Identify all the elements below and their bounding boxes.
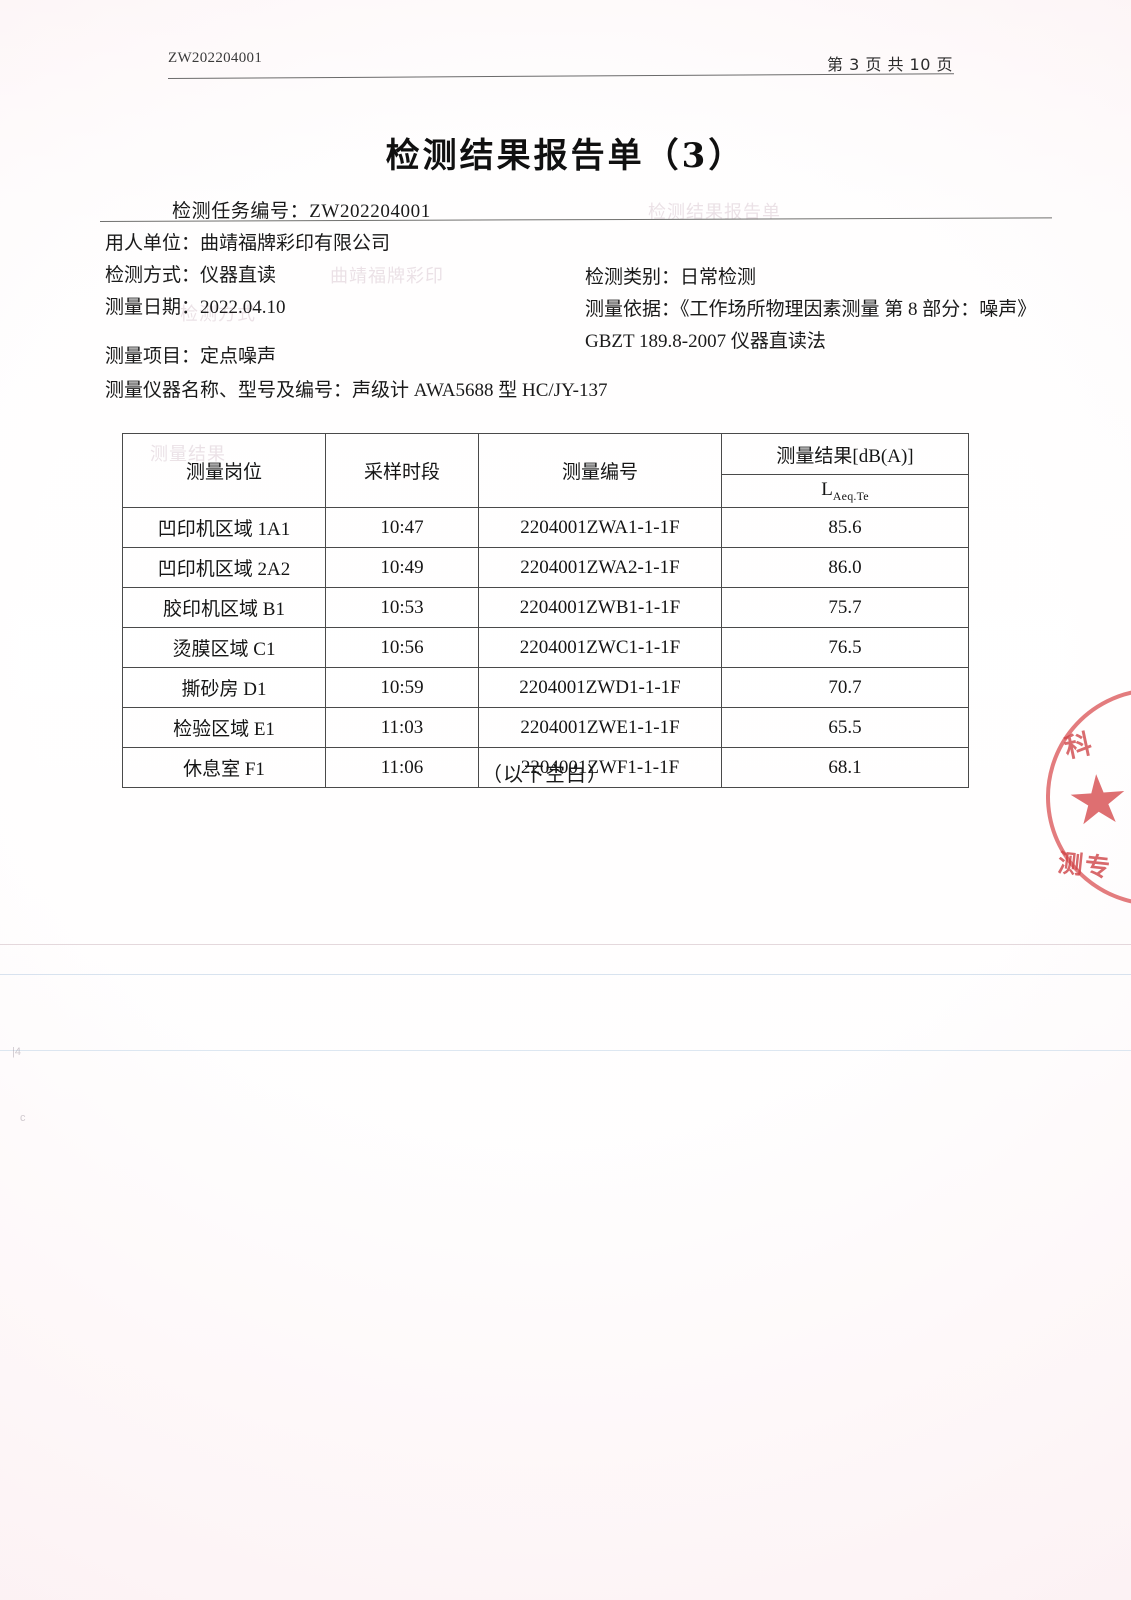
cell-position: 凹印机区域 1A1 (122, 507, 326, 548)
column-header-measurement-number: 测量编号 (478, 433, 722, 508)
column-subheader-laeqte: LAeq.Te (721, 474, 969, 508)
page-title: 检测结果报告单（3） (385, 136, 746, 176)
table-row: 检验区域 E1 11:03 2204001ZWE1-1-1F 65.5 (122, 707, 969, 748)
cell-sampling-time: 10:47 (325, 507, 479, 548)
column-header-position: 测量岗位 (122, 433, 326, 508)
star-icon (1068, 772, 1128, 830)
cell-measurement-number: 2204001ZWB1-1-1F (478, 587, 722, 628)
cell-position: 休息室 F1 (122, 747, 326, 788)
laeqte-symbol: LAeq.Te (821, 478, 869, 503)
table-row: 凹印机区域 2A2 10:49 2204001ZWA2-1-1F 86.0 (122, 547, 969, 588)
table-row: 休息室 F1 11:06 2204001ZWF1-1-1F 68.1 (122, 747, 969, 788)
laeqte-base: L (821, 478, 833, 500)
seal-top-text: 科 (1061, 728, 1097, 765)
cell-measurement-result: 76.5 (721, 627, 969, 668)
table-row: 烫膜区域 C1 10:56 2204001ZWC1-1-1F 76.5 (122, 627, 969, 668)
measurement-results-table: 测量岗位 采样时段 测量编号 测量结果[dB(A)] LAeq.Te 凹印机区域… (122, 433, 969, 788)
blank-below-note: （以下空白） (482, 764, 608, 786)
cell-measurement-result: 68.1 (721, 747, 969, 788)
metadata-column-right: 检测类别：日常检测 测量依据：《工作场所物理因素测量 第 8 部分：噪声》GBZ… (585, 262, 1065, 358)
cell-measurement-number: 2204001ZWA2-1-1F (478, 547, 722, 588)
table-body: 凹印机区域 1A1 10:47 2204001ZWA1-1-1F 85.6 凹印机区域 … (122, 507, 969, 788)
cell-measurement-number: 2204001ZWC1-1-1F (478, 627, 722, 668)
cell-measurement-number: 2204001ZWF1-1-1F (478, 747, 722, 788)
cell-measurement-result: 86.0 (721, 547, 969, 588)
column-header-sampling-time: 采样时段 (325, 433, 479, 508)
table-row: 撕砂房 D1 10:59 2204001ZWD1-1-1F 70.7 (122, 667, 969, 708)
running-header: ZW202204001 第 3 页 共 10 页 (168, 50, 953, 86)
cell-sampling-time: 11:03 (325, 707, 479, 748)
table-row: 胶印机区域 B1 10:53 2204001ZWB1-1-1F 75.7 (122, 587, 969, 628)
cell-measurement-result: 70.7 (721, 667, 969, 708)
seal-bottom-text: 测专 (1056, 848, 1114, 883)
meta-detection-method: 检测方式：仪器直读 (105, 265, 277, 286)
header-page-indicator: 第 3 页 共 10 页 (827, 55, 953, 74)
meta-measurement-date: 测量日期：2022.04.10 (105, 297, 286, 318)
task-number-line: 检测任务编号：ZW202204001 (172, 201, 431, 222)
cell-position: 检验区域 E1 (122, 707, 326, 748)
scan-artifact-line (0, 1050, 1131, 1051)
cell-measurement-number: 2204001ZWA1-1-1F (478, 507, 722, 548)
cell-measurement-result: 75.7 (721, 587, 969, 628)
meta-measurement-item: 测量项目：定点噪声 (105, 346, 277, 367)
cell-position: 凹印机区域 2A2 (122, 547, 326, 588)
meta-detection-category: 检测类别：日常检测 (585, 267, 757, 288)
official-red-seal: 科 测专 (1046, 688, 1131, 916)
column-header-measurement-result: 测量结果[dB(A)] (721, 433, 969, 475)
bleedthrough-ghost-text: 检测结果报告单 (648, 202, 781, 222)
metadata-tail-block: 测量项目：定点噪声 测量仪器名称、型号及编号：声级计 AWA5688 型 HC/… (105, 340, 1005, 408)
page-edge-mark: |4 (12, 1046, 21, 1058)
seal-ring (1046, 688, 1131, 916)
meta-employer-unit: 用人单位：曲靖福牌彩印有限公司 (105, 233, 391, 254)
cell-measurement-number: 2204001ZWD1-1-1F (478, 667, 722, 708)
scan-artifact-line (0, 974, 1131, 975)
cell-sampling-time: 10:53 (325, 587, 479, 628)
cell-sampling-time: 10:49 (325, 547, 479, 588)
table-subheader-row: LAeq.Te (123, 474, 969, 508)
scan-artifact-line (0, 944, 1131, 945)
table-header-row: 测量岗位 采样时段 测量编号 测量结果[dB(A)] (122, 433, 969, 508)
cell-measurement-result: 65.5 (721, 707, 969, 748)
metadata-column-left: 用人单位：曲靖福牌彩印有限公司 检测方式：仪器直读 测量日期：2022.04.1… (105, 228, 575, 324)
cell-sampling-time: 10:56 (325, 627, 479, 668)
cell-sampling-time: 11:06 (325, 747, 479, 788)
cell-position: 撕砂房 D1 (122, 667, 326, 708)
cell-position: 烫膜区域 C1 (122, 627, 326, 668)
cell-sampling-time: 10:59 (325, 667, 479, 708)
meta-instrument-info: 测量仪器名称、型号及编号：声级计 AWA5688 型 HC/JY-137 (105, 380, 608, 401)
cell-measurement-number: 2204001ZWE1-1-1F (478, 707, 722, 748)
meta-measurement-basis: 测量依据：《工作场所物理因素测量 第 8 部分：噪声》GBZT 189.8-20… (585, 299, 1037, 352)
laeqte-subscript: Aeq.Te (832, 488, 869, 503)
cell-measurement-result: 85.6 (721, 507, 969, 548)
cell-position: 胶印机区域 B1 (122, 587, 326, 628)
header-document-number: ZW202204001 (168, 50, 263, 66)
table-row: 凹印机区域 1A1 10:47 2204001ZWA1-1-1F 85.6 (122, 507, 969, 548)
page-edge-mark: c (20, 1112, 26, 1124)
